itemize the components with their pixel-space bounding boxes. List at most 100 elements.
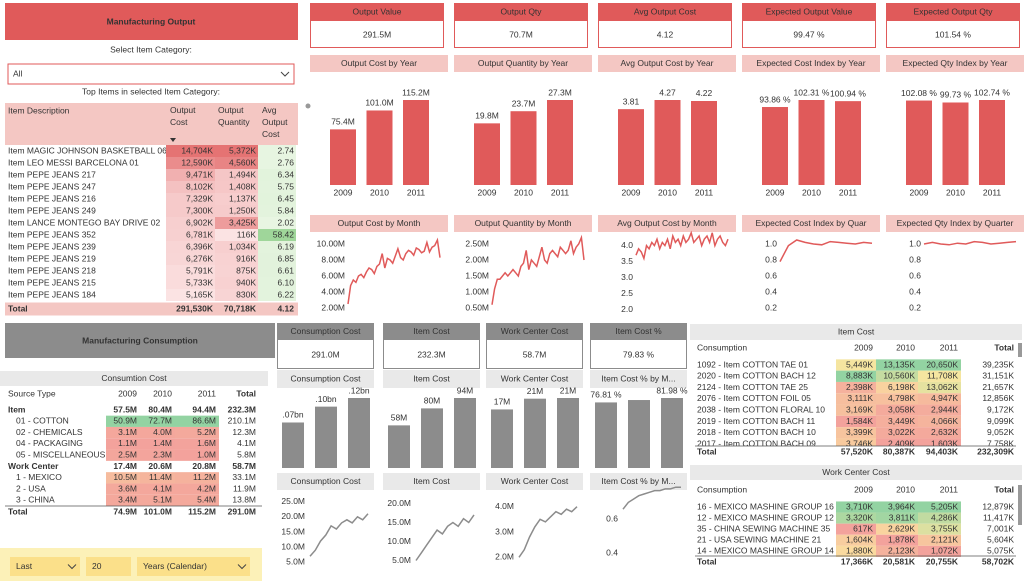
data-label: 94M <box>457 385 474 395</box>
table-header-bg <box>5 103 298 145</box>
heat-cell <box>836 501 876 513</box>
bar <box>628 400 650 468</box>
cell-value: 2.76 <box>277 157 294 167</box>
heat-cell <box>876 545 918 557</box>
cell-value: 5,165K <box>186 289 213 299</box>
kpi-value: 99.47 % <box>793 29 825 39</box>
x-tick-label: 2009 <box>334 187 353 197</box>
chart-title: Output Quantity by Month <box>475 218 572 228</box>
y-tick-label: 2.5 <box>621 288 633 298</box>
chart-title: Expected Cost Index by Quar <box>755 218 866 228</box>
y-tick-label: 0.2 <box>765 302 777 312</box>
line <box>635 230 729 261</box>
row-label: 2019 - Item COTTON BACH 11 <box>697 416 816 426</box>
cell-value: 9,052K <box>987 427 1014 437</box>
y-tick-label: 1.0 <box>765 238 777 248</box>
kpi-label: Work Center Cost <box>501 326 569 336</box>
period-control[interactable] <box>137 557 250 576</box>
cell-value: 2,398K <box>846 382 873 392</box>
data-label: 102.74 % <box>974 87 1010 97</box>
chart-title-bg <box>742 215 880 232</box>
heat-cell <box>918 512 961 524</box>
bar <box>691 100 717 185</box>
y-tick-label: 15.0M <box>281 526 305 536</box>
kpi-header <box>277 323 374 339</box>
heat-cell <box>175 415 219 427</box>
kpi-label: Item Cost <box>413 326 450 336</box>
heat-cell <box>166 205 215 217</box>
row-label: 35 - CHINA SEWING MACHINE 35 <box>697 523 830 533</box>
x-tick-label: 2009 <box>910 187 929 197</box>
cell-value: 210.1M <box>228 416 256 426</box>
kpi-box <box>598 20 732 48</box>
x-tick-label: 2011 <box>695 187 714 197</box>
kpi-header <box>310 3 444 20</box>
cell-value: 9,099K <box>987 416 1014 426</box>
heat-cell <box>836 523 876 535</box>
heat-cell <box>106 494 140 507</box>
heat-cell <box>876 501 918 513</box>
kpi-value: 4.12 <box>657 29 674 39</box>
heat-cell <box>258 205 296 217</box>
slicer-dot <box>305 103 311 109</box>
cell-value: 72.7M <box>148 416 172 426</box>
y-tick-label: 8.00M <box>321 254 345 264</box>
cell-value: 4.1M <box>237 438 256 448</box>
row-label: 2018 - Item COTTON BACH 10 <box>697 427 816 437</box>
column-header: 2011 <box>198 388 217 398</box>
cell-value: 1.4M <box>153 438 172 448</box>
kpi-value: 291.5M <box>363 29 391 39</box>
period-control[interactable] <box>10 557 80 576</box>
y-tick-label: 0.6 <box>909 270 921 280</box>
kpi-box <box>310 20 444 48</box>
bar <box>454 398 476 468</box>
dropdown-value: All <box>13 68 23 78</box>
y-tick-label: 1.0 <box>909 238 921 248</box>
heat-cell <box>215 241 258 253</box>
cell-value: 12,856K <box>982 393 1014 403</box>
total-cell: 17,366K <box>841 556 874 566</box>
cell-value: 6.19 <box>277 241 294 251</box>
cell-value: 232.3M <box>228 404 256 414</box>
data-label: .12bn <box>348 385 370 395</box>
y-tick-label: 2.00M <box>321 302 345 312</box>
y-tick-label: 2.00M <box>465 254 489 264</box>
category-dropdown[interactable] <box>7 63 295 85</box>
line <box>309 513 369 557</box>
total-cell: Total <box>697 446 717 456</box>
row-label: 12 - MEXICO MASHINE GROUP 12 <box>697 512 834 522</box>
chart-title-bg <box>383 370 480 388</box>
row-label: 05 - MISCELLANEOUS <box>16 449 106 459</box>
kpi-header <box>598 3 732 20</box>
heat-cell <box>166 241 215 253</box>
column-header: 2010 <box>896 342 915 352</box>
cell-value: 1.0M <box>197 449 216 459</box>
chevron <box>280 71 290 77</box>
row-label: Item PEPE JEANS 249 <box>8 205 96 215</box>
heat-cell <box>106 472 140 484</box>
row-label: 2017 - Item COTTON BACH 09 <box>697 438 816 448</box>
bar <box>557 398 579 468</box>
column-header: Source Type <box>8 388 56 398</box>
line <box>347 237 441 305</box>
cell-value: 8,102K <box>186 181 213 191</box>
heat-cell <box>215 253 258 265</box>
cell-value: 1,137K <box>229 193 256 203</box>
y-tick-label: 0.6 <box>765 270 777 280</box>
cell-value: 9,471K <box>186 169 213 179</box>
cell-value: 116K <box>237 229 257 239</box>
kpi-header <box>383 323 480 339</box>
cell-value: 17.4M <box>113 461 137 471</box>
y-tick-label: 10.0M <box>387 536 411 546</box>
bar <box>366 110 393 185</box>
data-label: 99.73 % <box>940 90 972 100</box>
data-label: 21M <box>527 386 544 396</box>
bar <box>282 422 304 468</box>
kpi-value: 79.83 % <box>623 349 655 359</box>
heat-cell <box>918 438 961 446</box>
cell-value: 3.4M <box>118 495 137 505</box>
period-control[interactable] <box>86 557 131 576</box>
row-label: Work Center <box>8 461 59 471</box>
data-label: 17M <box>494 397 511 407</box>
bar <box>315 406 337 468</box>
